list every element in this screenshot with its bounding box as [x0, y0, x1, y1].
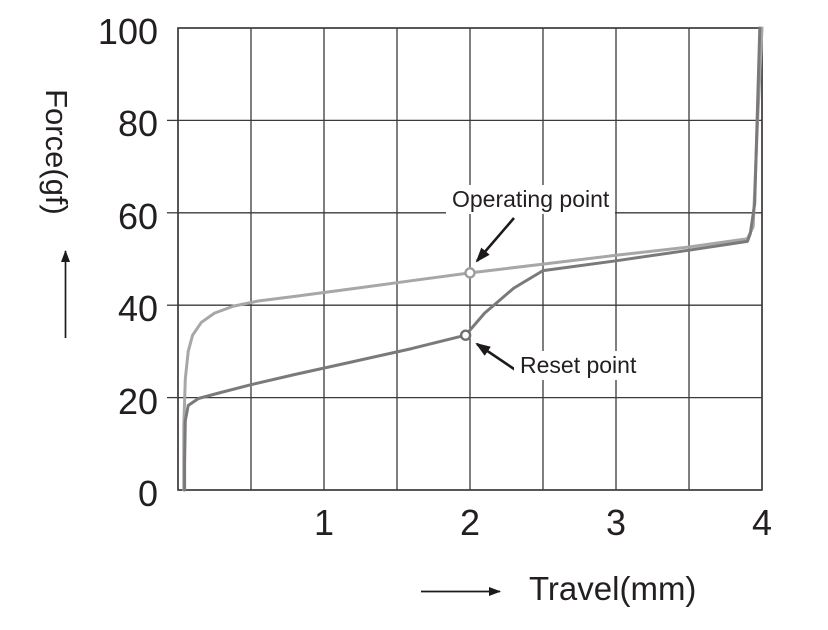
- switch-point-markers: [459, 267, 476, 341]
- annotation-and-axis-arrows: [61, 217, 518, 596]
- x-tick-label: 3: [605, 502, 627, 543]
- x-axis-title: Travel(mm): [529, 570, 697, 607]
- reset-point-label: Reset point: [514, 351, 643, 380]
- operating-point-label: Operating point: [446, 185, 616, 214]
- y-tick-label: 80: [117, 103, 158, 145]
- x-tick-label: 4: [751, 502, 773, 543]
- x-tick-label: 2: [459, 502, 481, 543]
- operating-point-arrow: [475, 217, 515, 263]
- x-tick-label: 1: [313, 502, 335, 543]
- press-stroke-curve: [182, 26, 764, 492]
- operating-point-marker: [464, 267, 476, 279]
- y-tick-label: 20: [117, 380, 158, 422]
- y-tick-label: 0: [137, 473, 158, 514]
- reset-point-marker: [459, 329, 472, 341]
- plot-border: [177, 27, 763, 491]
- y-tick-label: 40: [117, 288, 158, 330]
- y-tick-label: 100: [97, 11, 158, 52]
- grid-lines: [167, 27, 763, 491]
- reset-point-arrow: [475, 342, 518, 373]
- release-stroke-curve: [183, 26, 762, 492]
- y-tick-label: 60: [117, 195, 158, 237]
- force-curves: [182, 26, 764, 492]
